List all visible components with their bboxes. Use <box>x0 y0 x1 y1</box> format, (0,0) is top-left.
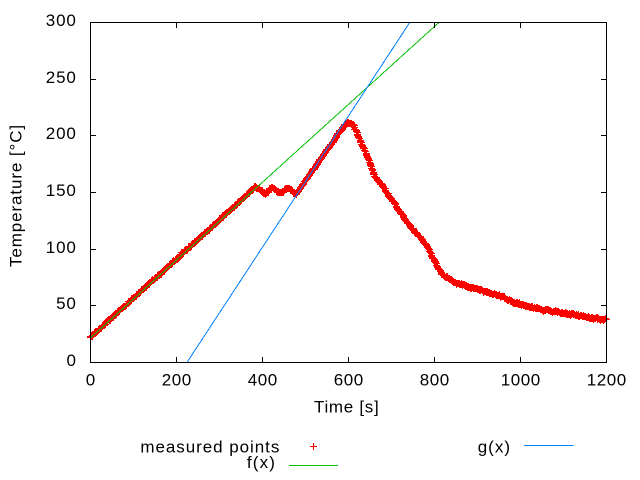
svg-text:Time [s]: Time [s] <box>314 397 379 416</box>
svg-text:f(x): f(x) <box>247 453 276 472</box>
svg-text:measured points: measured points <box>140 437 280 456</box>
svg-text:50: 50 <box>56 294 77 313</box>
svg-text:1000: 1000 <box>501 370 541 389</box>
svg-text:600: 600 <box>334 370 364 389</box>
svg-text:1200: 1200 <box>587 370 627 389</box>
svg-text:0: 0 <box>66 351 76 370</box>
svg-text:800: 800 <box>420 370 450 389</box>
svg-text:200: 200 <box>162 370 192 389</box>
svg-text:300: 300 <box>46 11 77 30</box>
svg-text:0: 0 <box>86 370 96 389</box>
svg-text:Temperature [°C]: Temperature [°C] <box>7 124 26 267</box>
svg-text:100: 100 <box>46 238 77 257</box>
svg-text:200: 200 <box>46 124 77 143</box>
svg-text:g(x): g(x) <box>478 437 511 456</box>
svg-text:400: 400 <box>248 370 278 389</box>
svg-text:250: 250 <box>46 68 77 87</box>
svg-text:150: 150 <box>46 181 77 200</box>
